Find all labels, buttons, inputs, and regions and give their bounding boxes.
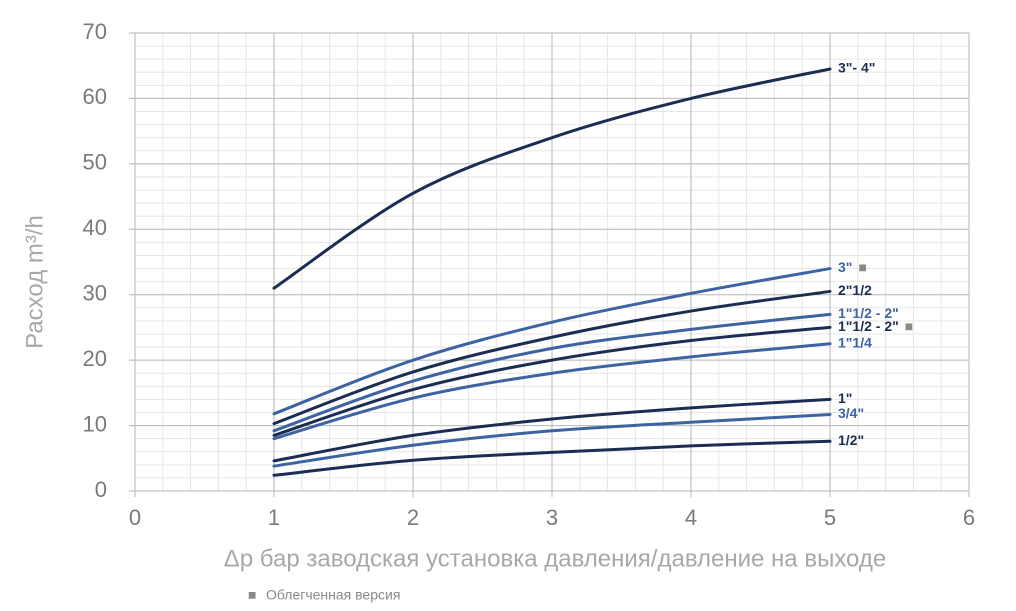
x-tick-label: 6 [963, 505, 975, 530]
y-tick-label: 50 [83, 150, 107, 175]
series-label: 3/4" [838, 405, 864, 421]
x-tick-label: 5 [824, 505, 836, 530]
series-line [272, 67, 832, 290]
y-tick-label: 0 [95, 477, 107, 502]
note: Облегченная версия [266, 587, 400, 603]
x-axis-title: Δp бар заводская установка давления/давл… [224, 545, 886, 572]
series-line [272, 412, 832, 468]
x-tick-label: 2 [407, 505, 419, 530]
x-tick-label: 0 [129, 505, 141, 530]
series-label: 3"- 4" [838, 60, 875, 76]
y-tick-label: 40 [83, 215, 107, 240]
lite-marker: ■ [858, 259, 866, 275]
series-line [272, 325, 832, 437]
x-tick-label: 1 [268, 505, 280, 530]
series-label: 1" [838, 390, 852, 406]
series-line [272, 267, 832, 416]
y-tick-label: 10 [83, 411, 107, 436]
y-tick-label: 30 [83, 281, 107, 306]
series-label: 1/2" [838, 432, 864, 448]
x-tick-label: 3 [546, 505, 558, 530]
x-tick-label: 4 [685, 505, 697, 530]
y-tick-label: 20 [83, 346, 107, 371]
note-marker: ■ [248, 587, 256, 603]
series-line [272, 439, 832, 477]
series-line [272, 312, 832, 433]
y-tick-label: 70 [83, 19, 107, 44]
lite-marker: ■ [905, 318, 913, 334]
y-tick-label: 60 [83, 84, 107, 109]
series-label: 2"1/2 [838, 282, 872, 298]
series-label: 1"1/4 [838, 334, 872, 350]
series-line [272, 342, 832, 441]
series-line [272, 289, 832, 426]
series-label: 1"1/2 - 2" [838, 318, 899, 334]
y-axis-title: Расход m³/h [21, 215, 48, 349]
series-label: 1"1/2 - 2" [838, 305, 899, 321]
series-line [272, 397, 832, 463]
series-label: 3" [838, 259, 852, 275]
